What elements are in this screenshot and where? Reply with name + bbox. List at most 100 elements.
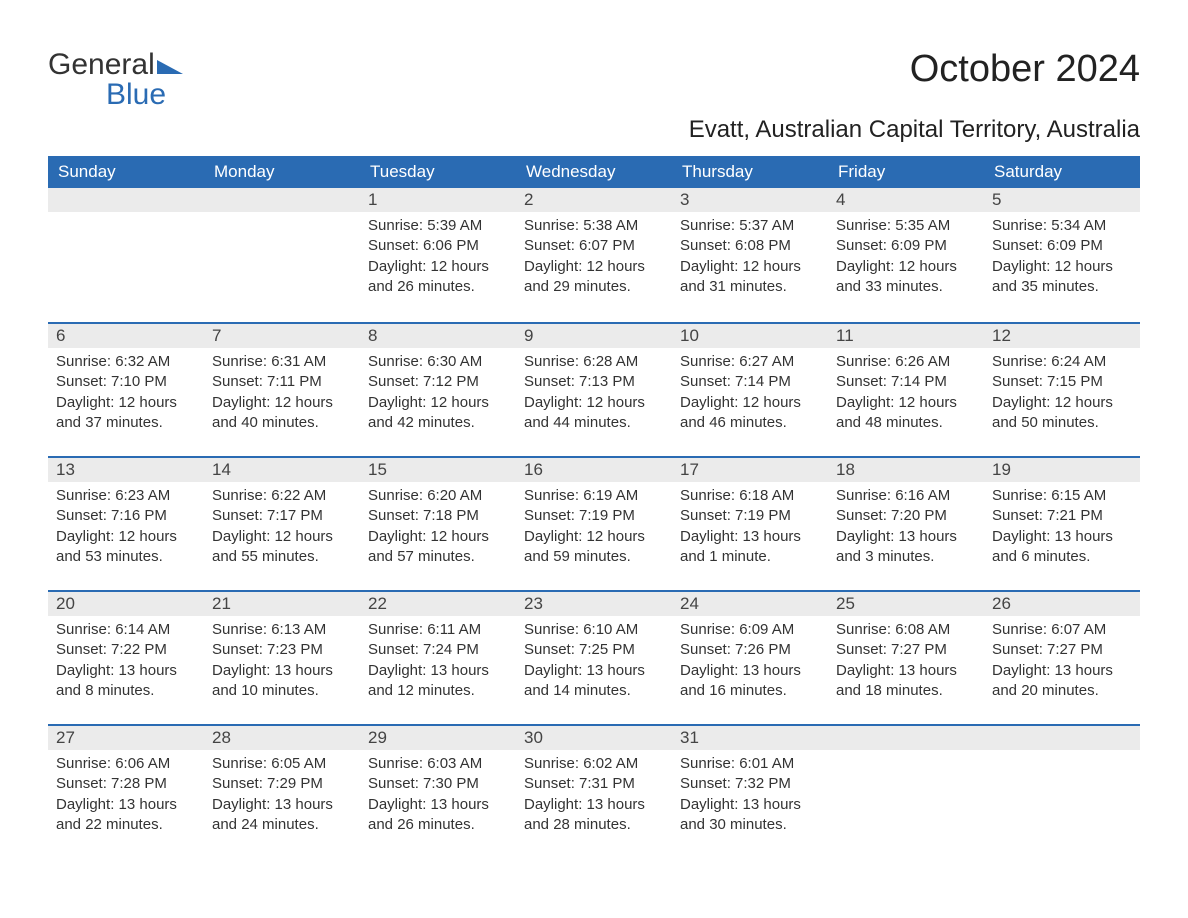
daylight-line: Daylight: 13 hours and 24 minutes. xyxy=(212,795,352,836)
day-cell: 1Sunrise: 5:39 AMSunset: 6:06 PMDaylight… xyxy=(360,188,516,322)
week-row: 6Sunrise: 6:32 AMSunset: 7:10 PMDaylight… xyxy=(48,322,1140,456)
sunrise-line: Sunrise: 6:27 AM xyxy=(680,352,820,372)
week-row: 27Sunrise: 6:06 AMSunset: 7:28 PMDayligh… xyxy=(48,724,1140,858)
logo-text-general: General xyxy=(48,48,155,82)
day-number: 1 xyxy=(360,188,516,212)
sunrise-line: Sunrise: 6:19 AM xyxy=(524,486,664,506)
day-number: 25 xyxy=(828,590,984,616)
sunrise-line: Sunrise: 6:08 AM xyxy=(836,620,976,640)
day-cell: . xyxy=(828,724,984,858)
day-detail: Sunrise: 6:01 AMSunset: 7:32 PMDaylight:… xyxy=(672,750,828,839)
week-row: 13Sunrise: 6:23 AMSunset: 7:16 PMDayligh… xyxy=(48,456,1140,590)
day-detail: Sunrise: 6:02 AMSunset: 7:31 PMDaylight:… xyxy=(516,750,672,839)
daylight-line: Daylight: 13 hours and 12 minutes. xyxy=(368,661,508,702)
sunset-line: Sunset: 7:27 PM xyxy=(836,640,976,660)
daylight-line: Daylight: 12 hours and 31 minutes. xyxy=(680,257,820,298)
day-detail: Sunrise: 6:07 AMSunset: 7:27 PMDaylight:… xyxy=(984,616,1140,705)
day-detail: Sunrise: 5:39 AMSunset: 6:06 PMDaylight:… xyxy=(360,212,516,301)
day-detail: Sunrise: 6:10 AMSunset: 7:25 PMDaylight:… xyxy=(516,616,672,705)
day-cell: 25Sunrise: 6:08 AMSunset: 7:27 PMDayligh… xyxy=(828,590,984,724)
day-detail: Sunrise: 5:34 AMSunset: 6:09 PMDaylight:… xyxy=(984,212,1140,301)
day-cell: 19Sunrise: 6:15 AMSunset: 7:21 PMDayligh… xyxy=(984,456,1140,590)
daylight-line: Daylight: 12 hours and 29 minutes. xyxy=(524,257,664,298)
logo-text-blue: Blue xyxy=(106,78,183,112)
sunrise-line: Sunrise: 5:34 AM xyxy=(992,216,1132,236)
day-detail: Sunrise: 6:19 AMSunset: 7:19 PMDaylight:… xyxy=(516,482,672,571)
day-detail: Sunrise: 6:06 AMSunset: 7:28 PMDaylight:… xyxy=(48,750,204,839)
day-cell: 27Sunrise: 6:06 AMSunset: 7:28 PMDayligh… xyxy=(48,724,204,858)
day-cell: 2Sunrise: 5:38 AMSunset: 6:07 PMDaylight… xyxy=(516,188,672,322)
sunset-line: Sunset: 7:14 PM xyxy=(680,372,820,392)
sunrise-line: Sunrise: 6:05 AM xyxy=(212,754,352,774)
day-detail: Sunrise: 6:16 AMSunset: 7:20 PMDaylight:… xyxy=(828,482,984,571)
day-cell: 3Sunrise: 5:37 AMSunset: 6:08 PMDaylight… xyxy=(672,188,828,322)
sunset-line: Sunset: 7:30 PM xyxy=(368,774,508,794)
day-detail: Sunrise: 6:23 AMSunset: 7:16 PMDaylight:… xyxy=(48,482,204,571)
day-detail: Sunrise: 6:05 AMSunset: 7:29 PMDaylight:… xyxy=(204,750,360,839)
sunrise-line: Sunrise: 6:28 AM xyxy=(524,352,664,372)
day-number: 18 xyxy=(828,456,984,482)
sunrise-line: Sunrise: 6:03 AM xyxy=(368,754,508,774)
sunset-line: Sunset: 7:28 PM xyxy=(56,774,196,794)
day-number: 12 xyxy=(984,322,1140,348)
day-detail: Sunrise: 6:27 AMSunset: 7:14 PMDaylight:… xyxy=(672,348,828,437)
sunrise-calendar: Sunday Monday Tuesday Wednesday Thursday… xyxy=(48,156,1140,858)
day-detail: Sunrise: 6:18 AMSunset: 7:19 PMDaylight:… xyxy=(672,482,828,571)
daylight-line: Daylight: 13 hours and 8 minutes. xyxy=(56,661,196,702)
weekday-sunday: Sunday xyxy=(48,156,204,188)
daylight-line: Daylight: 13 hours and 16 minutes. xyxy=(680,661,820,702)
sunrise-line: Sunrise: 6:15 AM xyxy=(992,486,1132,506)
sunrise-line: Sunrise: 6:24 AM xyxy=(992,352,1132,372)
day-number: 2 xyxy=(516,188,672,212)
day-cell: 17Sunrise: 6:18 AMSunset: 7:19 PMDayligh… xyxy=(672,456,828,590)
daylight-line: Daylight: 13 hours and 26 minutes. xyxy=(368,795,508,836)
sunrise-line: Sunrise: 6:13 AM xyxy=(212,620,352,640)
day-number: 13 xyxy=(48,456,204,482)
sunset-line: Sunset: 7:20 PM xyxy=(836,506,976,526)
sunrise-line: Sunrise: 6:10 AM xyxy=(524,620,664,640)
sunset-line: Sunset: 7:25 PM xyxy=(524,640,664,660)
day-cell: 24Sunrise: 6:09 AMSunset: 7:26 PMDayligh… xyxy=(672,590,828,724)
sunrise-line: Sunrise: 6:23 AM xyxy=(56,486,196,506)
sunset-line: Sunset: 7:14 PM xyxy=(836,372,976,392)
day-number: 17 xyxy=(672,456,828,482)
location-subtitle: Evatt, Australian Capital Territory, Aus… xyxy=(48,116,1140,144)
day-number: 24 xyxy=(672,590,828,616)
sunset-line: Sunset: 7:17 PM xyxy=(212,506,352,526)
day-cell: 21Sunrise: 6:13 AMSunset: 7:23 PMDayligh… xyxy=(204,590,360,724)
day-detail: Sunrise: 6:11 AMSunset: 7:24 PMDaylight:… xyxy=(360,616,516,705)
day-cell: 29Sunrise: 6:03 AMSunset: 7:30 PMDayligh… xyxy=(360,724,516,858)
day-cell: 16Sunrise: 6:19 AMSunset: 7:19 PMDayligh… xyxy=(516,456,672,590)
day-detail: Sunrise: 6:09 AMSunset: 7:26 PMDaylight:… xyxy=(672,616,828,705)
sunset-line: Sunset: 7:18 PM xyxy=(368,506,508,526)
daylight-line: Daylight: 13 hours and 3 minutes. xyxy=(836,527,976,568)
day-number: 28 xyxy=(204,724,360,750)
day-cell: 7Sunrise: 6:31 AMSunset: 7:11 PMDaylight… xyxy=(204,322,360,456)
day-number: . xyxy=(828,724,984,750)
sunset-line: Sunset: 7:15 PM xyxy=(992,372,1132,392)
sunset-line: Sunset: 7:31 PM xyxy=(524,774,664,794)
day-number: 5 xyxy=(984,188,1140,212)
day-detail: Sunrise: 6:20 AMSunset: 7:18 PMDaylight:… xyxy=(360,482,516,571)
daylight-line: Daylight: 12 hours and 40 minutes. xyxy=(212,393,352,434)
sunset-line: Sunset: 7:16 PM xyxy=(56,506,196,526)
day-cell: . xyxy=(984,724,1140,858)
daylight-line: Daylight: 13 hours and 14 minutes. xyxy=(524,661,664,702)
daylight-line: Daylight: 13 hours and 1 minute. xyxy=(680,527,820,568)
day-cell: 26Sunrise: 6:07 AMSunset: 7:27 PMDayligh… xyxy=(984,590,1140,724)
day-number: 31 xyxy=(672,724,828,750)
sunset-line: Sunset: 7:13 PM xyxy=(524,372,664,392)
day-cell: 12Sunrise: 6:24 AMSunset: 7:15 PMDayligh… xyxy=(984,322,1140,456)
daylight-line: Daylight: 13 hours and 30 minutes. xyxy=(680,795,820,836)
sunrise-line: Sunrise: 6:16 AM xyxy=(836,486,976,506)
sunrise-line: Sunrise: 6:26 AM xyxy=(836,352,976,372)
weekday-saturday: Saturday xyxy=(984,156,1140,188)
day-detail: Sunrise: 6:22 AMSunset: 7:17 PMDaylight:… xyxy=(204,482,360,571)
weekday-header-row: Sunday Monday Tuesday Wednesday Thursday… xyxy=(48,156,1140,188)
sunrise-line: Sunrise: 6:31 AM xyxy=(212,352,352,372)
day-number: 30 xyxy=(516,724,672,750)
sunrise-line: Sunrise: 6:11 AM xyxy=(368,620,508,640)
day-detail: Sunrise: 6:32 AMSunset: 7:10 PMDaylight:… xyxy=(48,348,204,437)
sunset-line: Sunset: 7:29 PM xyxy=(212,774,352,794)
daylight-line: Daylight: 13 hours and 6 minutes. xyxy=(992,527,1132,568)
